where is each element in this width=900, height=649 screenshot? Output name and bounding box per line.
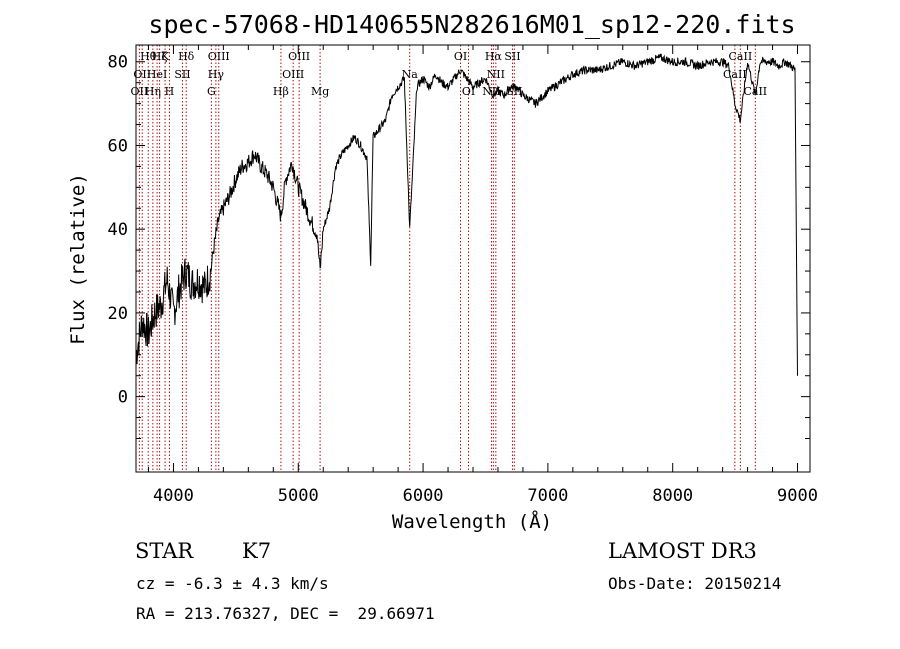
x-tick-label-4000: 4000	[153, 486, 194, 506]
subclass: K7	[242, 539, 272, 563]
y-tick-label-40: 40	[108, 220, 128, 240]
line-label-3: Hη	[145, 85, 161, 98]
y-tick-label-60: 60	[108, 136, 128, 156]
plot-frame	[135, 44, 811, 473]
line-label-6: K	[161, 50, 170, 63]
x-tick-label-8000: 8000	[652, 486, 693, 506]
line-label-2: Hθ	[140, 50, 157, 63]
line-label-10: G	[207, 85, 216, 98]
line-label-26: CaII	[729, 50, 753, 63]
x-tick-label-5000: 5000	[278, 486, 319, 506]
flux-spectrum-line	[135, 53, 798, 376]
line-label-23: SII	[504, 50, 520, 63]
line-label-25: CaII	[723, 68, 747, 81]
y-tick-label-20: 20	[108, 304, 128, 324]
line-label-15: OIII	[288, 50, 310, 63]
line-label-12: OIII	[208, 50, 230, 63]
line-label-13: Hβ	[273, 85, 289, 98]
y-tick-label-0: 0	[118, 388, 128, 408]
line-label-21: Hα	[485, 50, 503, 63]
redshift-velocity: cz = -6.3 ± 4.3 km/s	[136, 574, 329, 593]
x-tick-label-6000: 6000	[403, 486, 444, 506]
emission-line-labels: OII OII Hθ Hη HeI HζK H SII Hδ G Hγ OIII Hβ OIII OIII M…	[131, 50, 768, 98]
chart-title: spec-57068-HD140655N282616M01_sp12-220.f…	[148, 10, 795, 39]
line-label-22: NII	[487, 68, 505, 81]
y-axis-label: Flux (relative)	[67, 173, 89, 345]
y-tick-label-80: 80	[108, 53, 128, 73]
line-label-14: OIII	[282, 68, 304, 81]
object-class: STAR	[135, 539, 194, 563]
line-label-9: Hδ	[178, 50, 195, 63]
line-label-7: H	[165, 85, 175, 98]
emission-line-markers	[138, 45, 756, 472]
survey-name: LAMOST DR3	[608, 539, 757, 563]
line-label-19: OI	[462, 85, 475, 98]
line-label-1: OII	[133, 68, 151, 81]
line-label-18: OI	[454, 50, 467, 63]
line-label-17: Na	[402, 68, 419, 81]
x-tick-label-7000: 7000	[527, 486, 568, 506]
line-label-5: Hζ	[152, 50, 168, 63]
line-label-4: HeI	[147, 68, 167, 81]
x-axis-ticks: 4000 5000 6000 7000 8000 9000	[147, 45, 818, 506]
coordinates: RA = 213.76327, DEC = 29.66971	[136, 604, 435, 623]
x-axis-label: Wavelength (Å)	[392, 510, 552, 533]
observation-date: Obs-Date: 20150214	[608, 574, 782, 593]
line-label-11: Hγ	[208, 68, 225, 81]
line-label-8: SII	[174, 68, 190, 81]
y-axis-ticks: 0 20 40 60 80	[108, 53, 810, 440]
x-tick-label-9000: 9000	[777, 486, 818, 506]
line-label-0: OII	[131, 85, 149, 98]
line-label-16: Mg	[311, 85, 329, 98]
